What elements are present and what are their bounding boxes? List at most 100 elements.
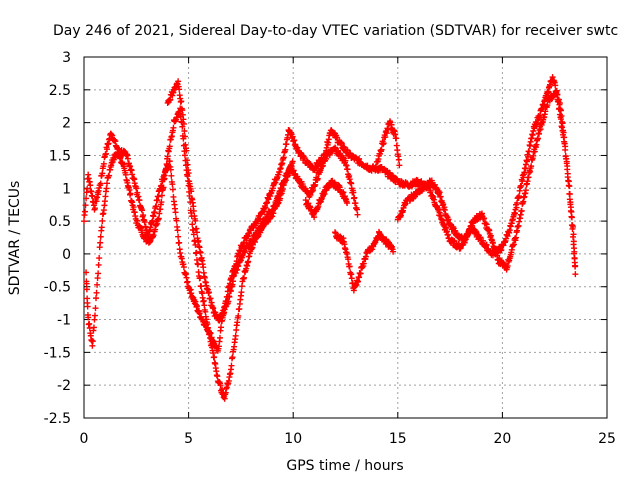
data-point [91, 205, 98, 212]
series-track-f [373, 118, 403, 169]
series-track-g [394, 87, 579, 278]
axis-ticks [83, 56, 608, 419]
data-point [351, 194, 358, 201]
data-point [82, 208, 89, 215]
data-point [176, 86, 183, 93]
data-point [161, 175, 168, 182]
series-track-d [302, 177, 351, 221]
data-point [352, 200, 359, 207]
data-point [164, 153, 171, 160]
data-point [83, 286, 90, 293]
data-point [174, 227, 181, 234]
data-point [81, 218, 87, 225]
y-tick-label: 1 [62, 181, 71, 197]
data-point [483, 221, 490, 228]
data-point [175, 78, 182, 85]
series-track-c [164, 78, 296, 324]
data-point [178, 98, 185, 105]
data-point [180, 120, 187, 127]
data-point [354, 206, 361, 213]
data-point [570, 231, 577, 238]
data-point [570, 223, 577, 230]
data-point [89, 193, 96, 200]
data-point [83, 280, 90, 287]
data-point [141, 218, 148, 225]
data-point [440, 201, 447, 208]
data-point [163, 161, 170, 168]
data-point [158, 199, 165, 206]
data-point [169, 181, 176, 188]
data-point [228, 362, 235, 369]
data-point [181, 133, 188, 140]
data-point [97, 239, 104, 246]
data-point [190, 207, 197, 214]
data-point [323, 144, 330, 151]
data-point [289, 158, 296, 165]
data-point [166, 143, 173, 150]
data-point [189, 221, 196, 228]
data-point [103, 185, 110, 192]
data-point [483, 241, 490, 248]
data-point [572, 263, 579, 270]
data-point [144, 229, 151, 236]
y-tick-label: 0.5 [49, 214, 71, 230]
data-point [516, 193, 523, 200]
data-point [504, 262, 511, 269]
plot-area-border [83, 56, 608, 419]
data-point [122, 171, 129, 178]
data-point [84, 185, 91, 192]
x-tick-label: 0 [80, 431, 89, 447]
data-point [94, 281, 101, 288]
data-point [354, 211, 361, 218]
data-point [93, 289, 100, 296]
data-point [188, 188, 195, 195]
data-point [176, 239, 183, 246]
data-point [512, 234, 519, 241]
data-point [93, 295, 100, 302]
data-point [238, 289, 245, 296]
data-point [395, 156, 402, 163]
data-point [568, 214, 575, 221]
data-point [525, 153, 532, 160]
data-point [393, 135, 400, 142]
data-point [570, 238, 577, 245]
data-point [534, 135, 541, 142]
data-point [348, 275, 355, 282]
data-point [160, 184, 167, 191]
data-point [305, 200, 312, 207]
data-point [172, 209, 179, 216]
data-point [518, 207, 525, 214]
data-point [97, 233, 104, 240]
data-point [83, 269, 90, 276]
data-point [95, 261, 102, 268]
data-point [155, 193, 162, 200]
data-point [557, 116, 564, 123]
data-point [95, 270, 102, 277]
y-tick-label: -1 [57, 313, 71, 329]
chart-title: Day 246 of 2021, Sidereal Day-to-day VTE… [53, 23, 618, 39]
data-point [133, 185, 140, 192]
x-axis-label: GPS time / hours [286, 458, 403, 474]
data-point [229, 354, 236, 361]
data-point [190, 231, 197, 238]
data-point [564, 166, 571, 173]
data-point [344, 200, 351, 207]
data-point [158, 192, 165, 199]
data-point [312, 181, 319, 188]
data-point [350, 189, 357, 196]
data-point [357, 270, 364, 277]
y-tick-label: 0 [62, 247, 71, 263]
data-point [320, 162, 327, 169]
y-tick-label: -2.5 [44, 411, 71, 427]
data-point [198, 283, 205, 290]
data-point [83, 195, 90, 202]
data-point [200, 264, 207, 271]
data-point [232, 332, 239, 339]
data-point [217, 382, 224, 389]
data-point [96, 255, 103, 262]
y-tick-label: -0.5 [44, 280, 71, 296]
data-point [566, 190, 573, 197]
data-point [104, 146, 111, 153]
data-point [241, 274, 248, 281]
